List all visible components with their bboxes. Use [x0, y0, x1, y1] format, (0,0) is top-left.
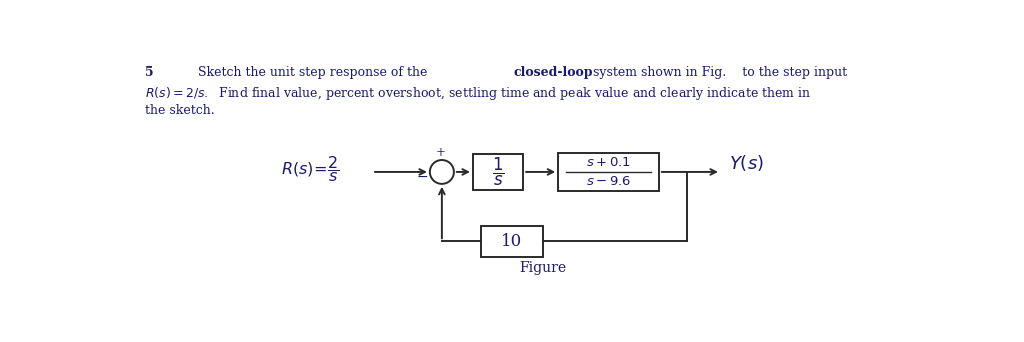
- Bar: [480, 226, 543, 256]
- Text: the sketch.: the sketch.: [145, 104, 215, 117]
- Text: 10: 10: [501, 233, 522, 250]
- Text: closed-loop: closed-loop: [513, 66, 593, 79]
- Text: +: +: [435, 146, 445, 159]
- Bar: [558, 153, 658, 191]
- Text: $R(s) = 2/s$$.$  Find final value, percent overshoot, settling time and peak val: $R(s) = 2/s$$.$ Find final value, percen…: [145, 85, 811, 102]
- Text: $s-9.6$: $s-9.6$: [586, 175, 631, 188]
- Bar: [473, 154, 523, 190]
- Text: Figure: Figure: [519, 261, 566, 275]
- Text: Sketch the unit step response of the: Sketch the unit step response of the: [198, 66, 431, 79]
- Text: 5: 5: [145, 66, 154, 79]
- Text: $R(s)\!=\!\dfrac{2}{s}$: $R(s)\!=\!\dfrac{2}{s}$: [281, 154, 340, 184]
- Text: system shown in Fig.    to the step input: system shown in Fig. to the step input: [589, 66, 847, 79]
- Text: −: −: [417, 170, 428, 184]
- Text: $Y(s)$: $Y(s)$: [729, 153, 764, 173]
- Text: $\dfrac{1}{s}$: $\dfrac{1}{s}$: [492, 156, 505, 188]
- Text: $s+0.1$: $s+0.1$: [586, 156, 631, 169]
